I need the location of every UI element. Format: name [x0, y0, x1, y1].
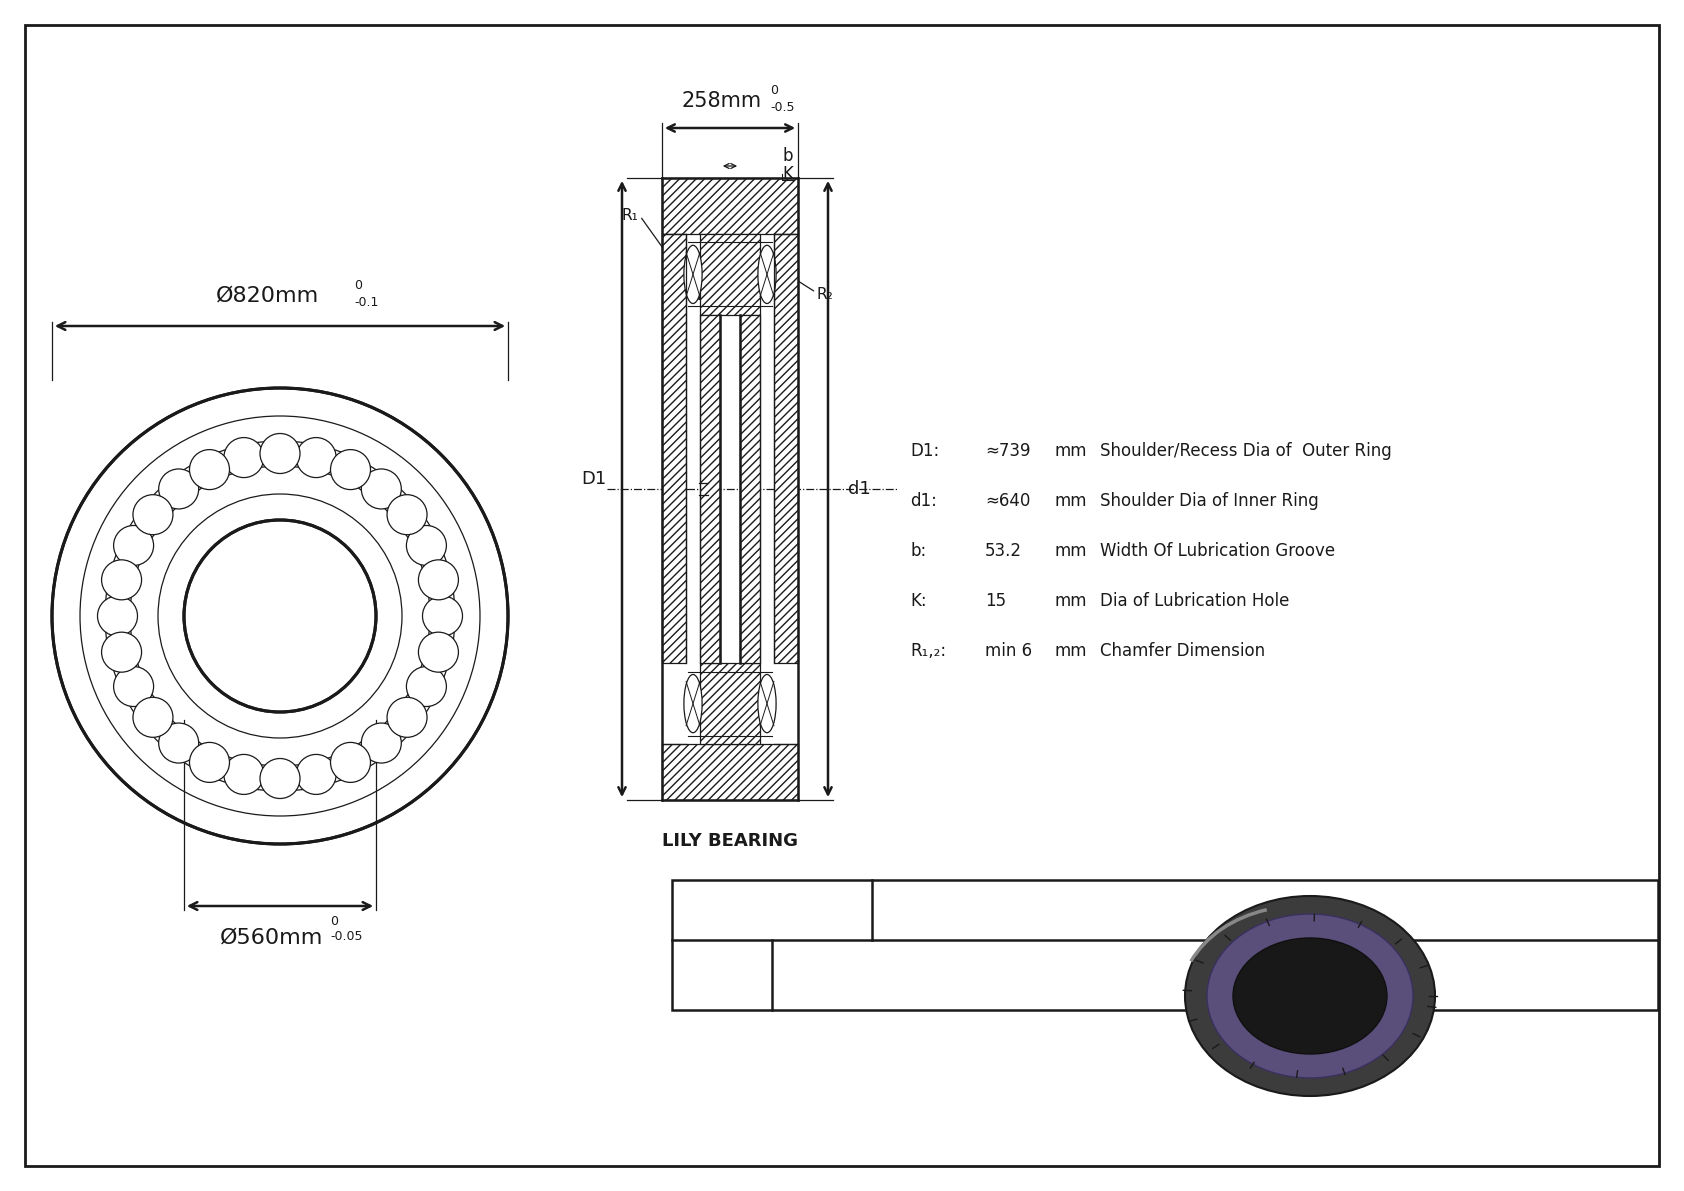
Ellipse shape — [98, 596, 138, 636]
Ellipse shape — [190, 742, 229, 782]
Text: Email: lilybearing@lily-bearing.com: Email: lilybearing@lily-bearing.com — [1130, 912, 1401, 928]
Polygon shape — [701, 314, 721, 663]
Ellipse shape — [406, 525, 446, 566]
Text: -0.1: -0.1 — [354, 297, 379, 308]
Text: R₁: R₁ — [621, 208, 638, 224]
Text: Ø560mm: Ø560mm — [221, 928, 323, 948]
Text: mm: mm — [1054, 492, 1088, 510]
Text: Number: Number — [689, 975, 756, 993]
Ellipse shape — [362, 469, 401, 509]
Ellipse shape — [684, 674, 702, 732]
Ellipse shape — [101, 632, 141, 672]
Ellipse shape — [190, 449, 229, 490]
Text: K: K — [781, 166, 793, 183]
Text: Ø820mm: Ø820mm — [216, 286, 320, 306]
Ellipse shape — [406, 667, 446, 706]
Text: Chamfer Dimension: Chamfer Dimension — [1100, 642, 1265, 660]
Polygon shape — [662, 233, 685, 663]
Ellipse shape — [133, 697, 173, 737]
Ellipse shape — [1233, 939, 1388, 1054]
Polygon shape — [701, 233, 759, 314]
Text: LILY BEARING: LILY BEARING — [662, 833, 798, 850]
Text: ≈640: ≈640 — [985, 492, 1031, 510]
Ellipse shape — [224, 437, 264, 478]
Bar — [672, 880, 1659, 1010]
Text: LILY: LILY — [726, 888, 818, 931]
Ellipse shape — [1207, 913, 1413, 1078]
Text: R₁,₂:: R₁,₂: — [909, 642, 946, 660]
Text: Part: Part — [706, 959, 739, 977]
Text: mm: mm — [1054, 642, 1088, 660]
Ellipse shape — [101, 560, 141, 600]
Ellipse shape — [224, 754, 264, 794]
Polygon shape — [775, 233, 798, 663]
Ellipse shape — [418, 560, 458, 600]
Text: mm: mm — [1054, 542, 1088, 560]
Text: D1:: D1: — [909, 442, 940, 460]
Text: 240/560 BC: 240/560 BC — [1143, 955, 1287, 975]
Ellipse shape — [684, 245, 702, 304]
Ellipse shape — [158, 723, 199, 763]
Text: ≈739: ≈739 — [985, 442, 1031, 460]
Polygon shape — [662, 744, 798, 800]
Ellipse shape — [758, 245, 776, 304]
Ellipse shape — [133, 494, 173, 535]
Ellipse shape — [423, 596, 463, 636]
Text: 53.2: 53.2 — [985, 542, 1022, 560]
Ellipse shape — [418, 632, 458, 672]
Ellipse shape — [113, 667, 153, 706]
Ellipse shape — [296, 754, 337, 794]
Text: mm: mm — [1054, 592, 1088, 610]
Ellipse shape — [113, 525, 153, 566]
Text: b:: b: — [909, 542, 926, 560]
Text: 258mm: 258mm — [682, 91, 763, 111]
Text: min 6: min 6 — [985, 642, 1032, 660]
Text: Dia of Lubrication Hole: Dia of Lubrication Hole — [1100, 592, 1290, 610]
Ellipse shape — [387, 697, 428, 737]
Ellipse shape — [330, 449, 370, 490]
Text: SHANGHAI LILY BEARING LIMITED: SHANGHAI LILY BEARING LIMITED — [1096, 887, 1435, 905]
Ellipse shape — [362, 723, 401, 763]
Text: 0: 0 — [330, 915, 338, 928]
Ellipse shape — [387, 494, 428, 535]
Ellipse shape — [259, 434, 300, 474]
Ellipse shape — [330, 742, 370, 782]
Polygon shape — [739, 314, 759, 663]
Text: D1: D1 — [581, 470, 606, 488]
Ellipse shape — [296, 437, 337, 478]
Text: d1: d1 — [849, 480, 871, 498]
Text: b: b — [781, 146, 793, 166]
Text: K:: K: — [909, 592, 926, 610]
Text: Shoulder Dia of Inner Ring: Shoulder Dia of Inner Ring — [1100, 492, 1319, 510]
Ellipse shape — [1186, 896, 1435, 1096]
Text: mm: mm — [1054, 442, 1088, 460]
Text: Shoulder/Recess Dia of  Outer Ring: Shoulder/Recess Dia of Outer Ring — [1100, 442, 1391, 460]
Text: R: R — [810, 891, 818, 902]
Text: d1:: d1: — [909, 492, 936, 510]
Polygon shape — [701, 663, 759, 744]
Ellipse shape — [184, 520, 376, 712]
Ellipse shape — [758, 674, 776, 732]
Text: 0: 0 — [770, 85, 778, 96]
Text: Width Of Lubrication Groove: Width Of Lubrication Groove — [1100, 542, 1335, 560]
Polygon shape — [662, 177, 798, 233]
Text: Spherical Roller Bearings: Spherical Roller Bearings — [1101, 978, 1329, 996]
Text: 0: 0 — [354, 279, 362, 292]
Ellipse shape — [259, 759, 300, 798]
Text: 15: 15 — [985, 592, 1005, 610]
Ellipse shape — [158, 469, 199, 509]
Text: R₂: R₂ — [817, 287, 834, 301]
Text: -0.05: -0.05 — [330, 930, 362, 943]
Text: -0.5: -0.5 — [770, 101, 795, 114]
Ellipse shape — [52, 388, 509, 844]
